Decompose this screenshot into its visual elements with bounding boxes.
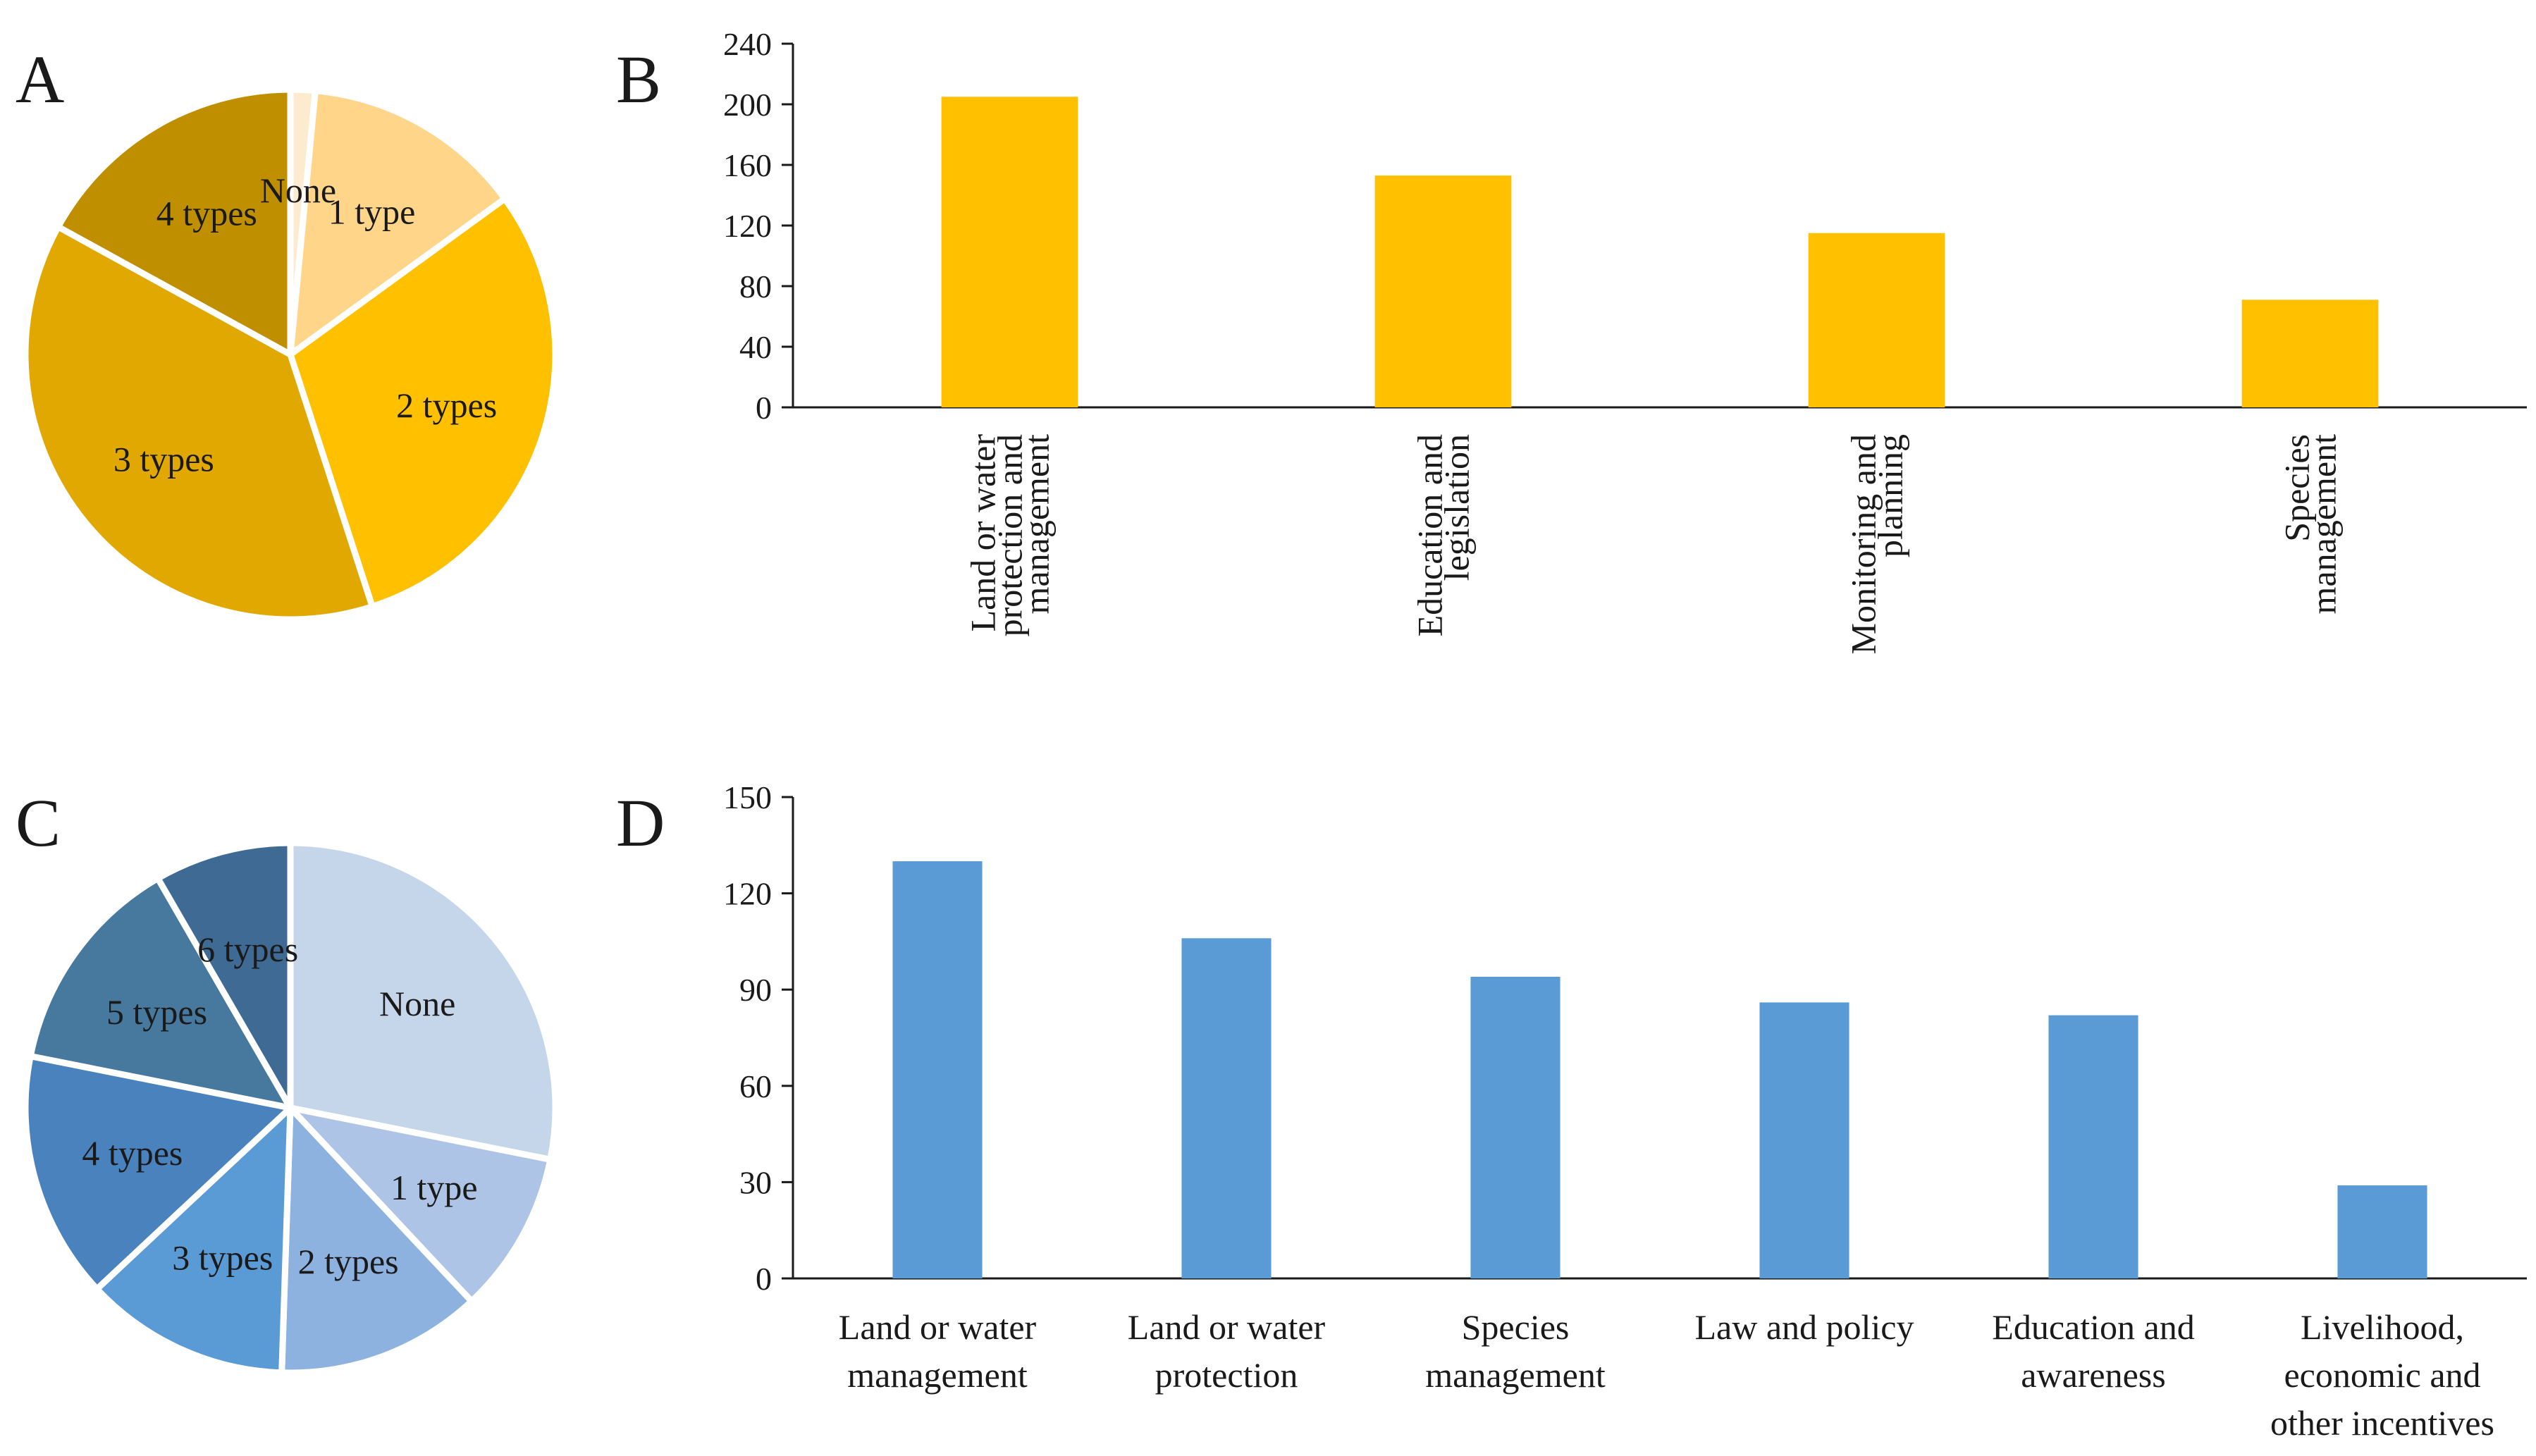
pie-c-slice-3-types xyxy=(94,1104,294,1376)
bar-b-y-tick-label: 40 xyxy=(739,329,772,365)
panel-label-c: C xyxy=(16,785,61,860)
pie-c-label-6-types: 6 types xyxy=(197,930,298,969)
bar-d-x-tick-label: Land or water xyxy=(839,1307,1037,1347)
bar-b-bar-4 xyxy=(2241,300,2379,407)
panel-label-d: D xyxy=(616,785,665,860)
bar-d-y-tick-label: 150 xyxy=(723,779,772,815)
pie-a-label-none: None xyxy=(260,171,336,210)
pie-a-slice-4-types xyxy=(55,86,294,358)
bar-d-x-tick-label: economic and xyxy=(2284,1355,2480,1395)
bar-b-x-tick-label: planning xyxy=(1871,434,1910,557)
pie-a-slice-3-types xyxy=(22,223,376,623)
bar-d-bar-3 xyxy=(1470,976,1561,1278)
bar-b-bar-3 xyxy=(1808,233,1945,407)
pie-c-slice-2-types xyxy=(278,1104,475,1376)
pie-c-slice-4-types xyxy=(22,1053,294,1292)
bar-d-x-tick-label: Education and xyxy=(1992,1307,2194,1347)
bar-d-y-tick-label: 30 xyxy=(739,1164,772,1200)
pie-a-slice-2-types xyxy=(287,195,559,610)
bar-b-y-tick-label: 120 xyxy=(723,208,772,244)
bar-b-y-tick-label: 0 xyxy=(756,390,772,426)
bar-d-y-tick-label: 0 xyxy=(756,1261,772,1297)
pie-c-label-5-types: 5 types xyxy=(106,992,207,1032)
bar-d-x-tick-label: other incentives xyxy=(2270,1403,2494,1443)
bar-b-x-tick-label: protection and xyxy=(990,434,1030,636)
bar-d-x-tick-label: Livelihood, xyxy=(2301,1307,2464,1347)
bar-b-x-tick-label: Monitoring and xyxy=(1844,434,1883,654)
bar-b-y-tick-label: 200 xyxy=(723,87,772,123)
bar-b-y-tick-label: 240 xyxy=(723,26,772,62)
bar-d-bar-2 xyxy=(1181,938,1272,1278)
bar-b-x-tick-label: Education and xyxy=(1410,434,1450,636)
pie-c-label-4-types: 4 types xyxy=(82,1133,183,1173)
bar-d-bar-6 xyxy=(2337,1185,2427,1278)
bar-d-x-tick-label: protection xyxy=(1155,1355,1298,1395)
pie-c-slice-1-type xyxy=(287,1104,554,1304)
bar-chart-b: 0 40 80 120 160 200 240 Land or waterprotection… xyxy=(723,26,2527,654)
bar-d-y-tick-label: 90 xyxy=(739,972,772,1008)
pie-a-label-2-types: 2 types xyxy=(396,385,497,425)
bar-d-x-tick-label: Law and policy xyxy=(1694,1307,1914,1347)
bar-b-x-tick-label: Species xyxy=(2277,434,2317,542)
pie-c-label-3-types: 3 types xyxy=(172,1238,273,1277)
pie-a-slice-1-type xyxy=(287,87,508,358)
bar-d-y-tick-label: 120 xyxy=(723,876,772,912)
bar-b-x-tick-label: management xyxy=(1017,434,1057,615)
bar-d-x-tick-label: management xyxy=(1425,1355,1606,1395)
pie-a-label-4-types: 4 types xyxy=(156,193,257,233)
bar-d-y-tick-label: 60 xyxy=(739,1068,772,1104)
bar-chart-d: 0 30 60 90 120 150 Land or water management Land… xyxy=(723,779,2527,1443)
bar-d-x-tick-label: management xyxy=(847,1355,1028,1395)
pie-a-label-3-types: 3 types xyxy=(113,440,214,479)
panel-label-a: A xyxy=(16,42,64,117)
bar-b-bar-1 xyxy=(941,97,1078,407)
pie-a-label-1-type: 1 type xyxy=(328,192,416,232)
bar-d-bar-1 xyxy=(892,861,983,1278)
bar-b-x-tick-label: management xyxy=(2304,434,2344,615)
pie-c-label-1-type: 1 type xyxy=(390,1168,478,1207)
bar-b-x-tick-label: legislation xyxy=(1437,434,1477,581)
pie-c-label-none: None xyxy=(379,984,455,1023)
bar-b-y-tick-label: 160 xyxy=(723,147,772,183)
bar-b-bar-2 xyxy=(1374,175,1512,408)
bar-b-x-tick-label: Land or water xyxy=(964,434,1003,632)
bar-d-x-tick-label: Land or water xyxy=(1128,1307,1326,1347)
pie-chart-c: None 1 type 2 types 3 types 4 types 5 types 6 … xyxy=(22,839,559,1376)
panel-label-b: B xyxy=(616,42,661,117)
bar-d-x-tick-label: awareness xyxy=(2021,1355,2165,1395)
bar-b-y-tick-label: 80 xyxy=(739,269,772,304)
pie-c-slice-none xyxy=(287,839,559,1163)
bar-d-x-tick-label: Species xyxy=(1462,1307,1570,1347)
bar-d-bar-4 xyxy=(1759,1002,1849,1278)
pie-c-label-2-types: 2 types xyxy=(298,1242,399,1281)
pie-c-slice-6-types xyxy=(154,839,294,1111)
bar-d-bar-5 xyxy=(2048,1015,2138,1278)
pie-c-slice-5-types xyxy=(27,875,294,1111)
